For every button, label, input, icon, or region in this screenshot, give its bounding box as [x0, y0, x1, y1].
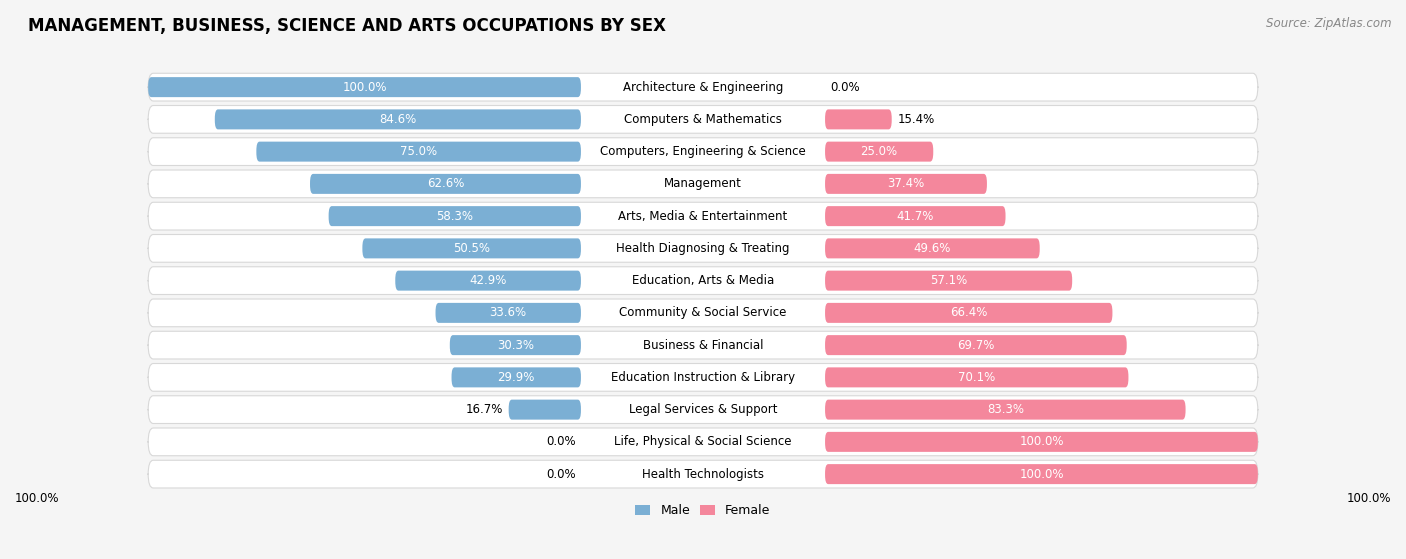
FancyBboxPatch shape	[509, 400, 581, 420]
Text: Business & Financial: Business & Financial	[643, 339, 763, 352]
Text: Health Diagnosing & Treating: Health Diagnosing & Treating	[616, 242, 790, 255]
Text: Legal Services & Support: Legal Services & Support	[628, 403, 778, 416]
Text: 57.1%: 57.1%	[929, 274, 967, 287]
Text: 42.9%: 42.9%	[470, 274, 506, 287]
FancyBboxPatch shape	[309, 174, 581, 194]
FancyBboxPatch shape	[148, 299, 1258, 327]
Text: 66.4%: 66.4%	[950, 306, 987, 319]
Text: MANAGEMENT, BUSINESS, SCIENCE AND ARTS OCCUPATIONS BY SEX: MANAGEMENT, BUSINESS, SCIENCE AND ARTS O…	[28, 17, 666, 35]
FancyBboxPatch shape	[148, 106, 1258, 133]
FancyBboxPatch shape	[825, 432, 1258, 452]
Text: 84.6%: 84.6%	[380, 113, 416, 126]
Text: Arts, Media & Entertainment: Arts, Media & Entertainment	[619, 210, 787, 222]
Text: Education, Arts & Media: Education, Arts & Media	[631, 274, 775, 287]
Text: 0.0%: 0.0%	[546, 435, 575, 448]
FancyBboxPatch shape	[395, 271, 581, 291]
FancyBboxPatch shape	[148, 331, 1258, 359]
Text: 41.7%: 41.7%	[897, 210, 934, 222]
Text: 62.6%: 62.6%	[427, 177, 464, 191]
Text: 100.0%: 100.0%	[15, 492, 59, 505]
FancyBboxPatch shape	[256, 141, 581, 162]
FancyBboxPatch shape	[450, 335, 581, 355]
Text: 29.9%: 29.9%	[498, 371, 534, 384]
FancyBboxPatch shape	[825, 206, 1005, 226]
Text: Source: ZipAtlas.com: Source: ZipAtlas.com	[1267, 17, 1392, 30]
FancyBboxPatch shape	[148, 138, 1258, 165]
FancyBboxPatch shape	[148, 73, 1258, 101]
FancyBboxPatch shape	[825, 238, 1039, 258]
FancyBboxPatch shape	[451, 367, 581, 387]
Text: Education Instruction & Library: Education Instruction & Library	[612, 371, 794, 384]
Text: Computers, Engineering & Science: Computers, Engineering & Science	[600, 145, 806, 158]
FancyBboxPatch shape	[148, 170, 1258, 198]
FancyBboxPatch shape	[363, 238, 581, 258]
FancyBboxPatch shape	[148, 396, 1258, 424]
Text: 69.7%: 69.7%	[957, 339, 994, 352]
Text: 100.0%: 100.0%	[1347, 492, 1391, 505]
FancyBboxPatch shape	[825, 400, 1185, 420]
Text: 30.3%: 30.3%	[496, 339, 534, 352]
FancyBboxPatch shape	[148, 428, 1258, 456]
FancyBboxPatch shape	[436, 303, 581, 323]
FancyBboxPatch shape	[148, 202, 1258, 230]
Text: 75.0%: 75.0%	[401, 145, 437, 158]
Text: Architecture & Engineering: Architecture & Engineering	[623, 80, 783, 93]
FancyBboxPatch shape	[329, 206, 581, 226]
Text: Community & Social Service: Community & Social Service	[619, 306, 787, 319]
Text: 15.4%: 15.4%	[897, 113, 935, 126]
Text: 58.3%: 58.3%	[436, 210, 474, 222]
FancyBboxPatch shape	[148, 267, 1258, 295]
FancyBboxPatch shape	[148, 235, 1258, 262]
FancyBboxPatch shape	[825, 303, 1112, 323]
Text: 100.0%: 100.0%	[342, 80, 387, 93]
FancyBboxPatch shape	[215, 110, 581, 129]
FancyBboxPatch shape	[825, 367, 1129, 387]
FancyBboxPatch shape	[825, 464, 1258, 484]
FancyBboxPatch shape	[825, 174, 987, 194]
Text: 49.6%: 49.6%	[914, 242, 950, 255]
Text: 33.6%: 33.6%	[489, 306, 527, 319]
Text: 0.0%: 0.0%	[546, 468, 575, 481]
Text: Life, Physical & Social Science: Life, Physical & Social Science	[614, 435, 792, 448]
FancyBboxPatch shape	[825, 110, 891, 129]
FancyBboxPatch shape	[148, 363, 1258, 391]
Text: 100.0%: 100.0%	[1019, 435, 1064, 448]
Text: Management: Management	[664, 177, 742, 191]
FancyBboxPatch shape	[148, 460, 1258, 488]
FancyBboxPatch shape	[825, 271, 1073, 291]
Text: 25.0%: 25.0%	[860, 145, 897, 158]
Text: 100.0%: 100.0%	[1019, 468, 1064, 481]
Text: Computers & Mathematics: Computers & Mathematics	[624, 113, 782, 126]
Text: 50.5%: 50.5%	[453, 242, 491, 255]
Legend: Male, Female: Male, Female	[630, 499, 776, 523]
Text: 83.3%: 83.3%	[987, 403, 1024, 416]
Text: 16.7%: 16.7%	[465, 403, 503, 416]
FancyBboxPatch shape	[825, 141, 934, 162]
Text: 37.4%: 37.4%	[887, 177, 925, 191]
FancyBboxPatch shape	[148, 77, 581, 97]
FancyBboxPatch shape	[825, 335, 1126, 355]
Text: 0.0%: 0.0%	[831, 80, 860, 93]
Text: Health Technologists: Health Technologists	[643, 468, 763, 481]
Text: 70.1%: 70.1%	[957, 371, 995, 384]
